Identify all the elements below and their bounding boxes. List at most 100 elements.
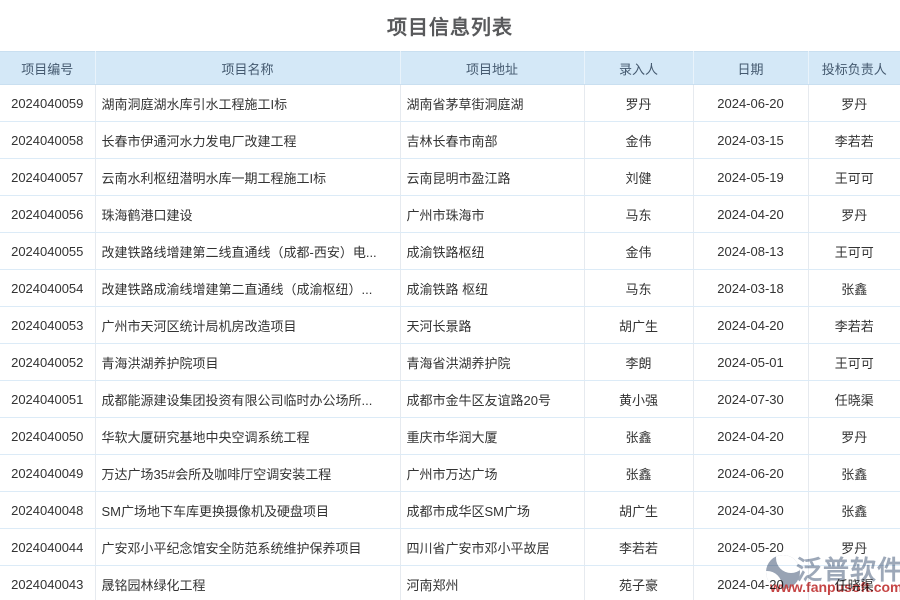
project-name-cell[interactable]: 晟铭园林绿化工程 (95, 565, 401, 600)
project-address-cell: 天河长景路 (400, 306, 585, 344)
date-cell: 2024-05-01 (693, 343, 809, 381)
project-id-cell: 2024040043 (0, 565, 96, 600)
date-cell: 2024-04-20 (693, 306, 809, 344)
bid-leader-link[interactable]: 李若若 (808, 306, 900, 344)
recorder-link[interactable]: 罗丹 (584, 84, 694, 122)
project-id-cell: 2024040056 (0, 195, 96, 233)
page-title: 项目信息列表 (387, 17, 513, 39)
project-id-cell: 2024040049 (0, 454, 96, 492)
date-cell: 2024-05-19 (693, 158, 809, 196)
project-address-cell: 四川省广安市邓小平故居 (400, 528, 585, 566)
project-address-cell: 成渝铁路枢纽 (400, 232, 585, 270)
project-address-cell: 广州市珠海市 (400, 195, 585, 233)
bid-leader-link[interactable]: 任晓渠 (808, 565, 900, 600)
project-name-cell[interactable]: 万达广场35#会所及咖啡厅空调安装工程 (95, 454, 401, 492)
project-id-cell: 2024040055 (0, 232, 96, 270)
recorder-link[interactable]: 张鑫 (584, 454, 694, 492)
date-cell: 2024-05-20 (693, 528, 809, 566)
recorder-link[interactable]: 马东 (584, 269, 694, 307)
project-address-cell: 河南郑州 (400, 565, 585, 600)
table-row[interactable]: 2024040054 改建铁路成渝线增建第二直通线（成渝枢纽）... 成渝铁路 … (0, 269, 900, 307)
project-id-cell: 2024040053 (0, 306, 96, 344)
project-name-cell[interactable]: 云南水利枢纽潜明水库一期工程施工I标 (95, 158, 401, 196)
recorder-link[interactable]: 刘健 (584, 158, 694, 196)
project-address-cell: 重庆市华润大厦 (400, 417, 585, 455)
table-row[interactable]: 2024040044 广安邓小平纪念馆安全防范系统维护保养项目 四川省广安市邓小… (0, 528, 900, 566)
table-row[interactable]: 2024040055 改建铁路线增建第二线直通线（成都-西安）电... 成渝铁路… (0, 232, 900, 270)
table-header-row: 项目编号 项目名称 项目地址 录入人 日期 投标负责人 (0, 51, 900, 85)
project-address-cell: 广州市万达广场 (400, 454, 585, 492)
table-row[interactable]: 2024040059 湖南洞庭湖水库引水工程施工I标 湖南省茅草街洞庭湖 罗丹 … (0, 84, 900, 122)
project-name-cell[interactable]: 青海洪湖养护院项目 (95, 343, 401, 381)
project-address-cell: 云南昆明市盈江路 (400, 158, 585, 196)
date-cell: 2024-03-15 (693, 121, 809, 159)
column-header-project-address: 项目地址 (400, 51, 585, 85)
project-id-cell: 2024040057 (0, 158, 96, 196)
bid-leader-link[interactable]: 王可可 (808, 158, 900, 196)
table-row[interactable]: 2024040048 SM广场地下车库更换摄像机及硬盘项目 成都市成华区SM广场… (0, 491, 900, 529)
table-row[interactable]: 2024040049 万达广场35#会所及咖啡厅空调安装工程 广州市万达广场 张… (0, 454, 900, 492)
recorder-link[interactable]: 金伟 (584, 232, 694, 270)
project-address-cell: 吉林长春市南部 (400, 121, 585, 159)
column-header-project-id: 项目编号 (0, 51, 96, 85)
bid-leader-link[interactable]: 罗丹 (808, 195, 900, 233)
recorder-link[interactable]: 金伟 (584, 121, 694, 159)
project-name-cell[interactable]: 改建铁路线增建第二线直通线（成都-西安）电... (95, 232, 401, 270)
table-row[interactable]: 2024040056 珠海鹤港口建设 广州市珠海市 马东 2024-04-20 … (0, 195, 900, 233)
project-id-cell: 2024040051 (0, 380, 96, 418)
bid-leader-link[interactable]: 罗丹 (808, 84, 900, 122)
table-row[interactable]: 2024040043 晟铭园林绿化工程 河南郑州 苑子豪 2024-04-20 … (0, 565, 900, 600)
project-name-cell[interactable]: 华软大厦研究基地中央空调系统工程 (95, 417, 401, 455)
date-cell: 2024-08-13 (693, 232, 809, 270)
date-cell: 2024-04-30 (693, 491, 809, 529)
project-address-cell: 湖南省茅草街洞庭湖 (400, 84, 585, 122)
project-name-cell[interactable]: 湖南洞庭湖水库引水工程施工I标 (95, 84, 401, 122)
project-address-cell: 青海省洪湖养护院 (400, 343, 585, 381)
date-cell: 2024-06-20 (693, 454, 809, 492)
column-header-bid-leader: 投标负责人 (808, 51, 900, 85)
recorder-link[interactable]: 胡广生 (584, 491, 694, 529)
table-row[interactable]: 2024040053 广州市天河区统计局机房改造项目 天河长景路 胡广生 202… (0, 306, 900, 344)
column-header-project-name: 项目名称 (95, 51, 401, 85)
project-id-cell: 2024040050 (0, 417, 96, 455)
recorder-link[interactable]: 苑子豪 (584, 565, 694, 600)
recorder-link[interactable]: 李若若 (584, 528, 694, 566)
date-cell: 2024-03-18 (693, 269, 809, 307)
bid-leader-link[interactable]: 罗丹 (808, 528, 900, 566)
recorder-link[interactable]: 李朗 (584, 343, 694, 381)
project-id-cell: 2024040059 (0, 84, 96, 122)
bid-leader-link[interactable]: 李若若 (808, 121, 900, 159)
project-name-cell[interactable]: SM广场地下车库更换摄像机及硬盘项目 (95, 491, 401, 529)
project-address-cell: 成都市金牛区友谊路20号 (400, 380, 585, 418)
project-id-cell: 2024040054 (0, 269, 96, 307)
bid-leader-link[interactable]: 任晓渠 (808, 380, 900, 418)
project-address-cell: 成都市成华区SM广场 (400, 491, 585, 529)
bid-leader-link[interactable]: 王可可 (808, 343, 900, 381)
project-id-cell: 2024040044 (0, 528, 96, 566)
recorder-link[interactable]: 胡广生 (584, 306, 694, 344)
bid-leader-link[interactable]: 罗丹 (808, 417, 900, 455)
table-row[interactable]: 2024040050 华软大厦研究基地中央空调系统工程 重庆市华润大厦 张鑫 2… (0, 417, 900, 455)
recorder-link[interactable]: 黄小强 (584, 380, 694, 418)
table-row[interactable]: 2024040051 成都能源建设集团投资有限公司临时办公场所... 成都市金牛… (0, 380, 900, 418)
project-name-cell[interactable]: 改建铁路成渝线增建第二直通线（成渝枢纽）... (95, 269, 401, 307)
project-name-cell[interactable]: 广州市天河区统计局机房改造项目 (95, 306, 401, 344)
project-name-cell[interactable]: 珠海鹤港口建设 (95, 195, 401, 233)
project-name-cell[interactable]: 成都能源建设集团投资有限公司临时办公场所... (95, 380, 401, 418)
table-row[interactable]: 2024040057 云南水利枢纽潜明水库一期工程施工I标 云南昆明市盈江路 刘… (0, 158, 900, 196)
bid-leader-link[interactable]: 张鑫 (808, 269, 900, 307)
project-address-cell: 成渝铁路 枢纽 (400, 269, 585, 307)
bid-leader-link[interactable]: 王可可 (808, 232, 900, 270)
project-id-cell: 2024040058 (0, 121, 96, 159)
recorder-link[interactable]: 马东 (584, 195, 694, 233)
date-cell: 2024-04-20 (693, 417, 809, 455)
project-id-cell: 2024040048 (0, 491, 96, 529)
bid-leader-link[interactable]: 张鑫 (808, 454, 900, 492)
table-row[interactable]: 2024040058 长春市伊通河水力发电厂改建工程 吉林长春市南部 金伟 20… (0, 121, 900, 159)
project-name-cell[interactable]: 长春市伊通河水力发电厂改建工程 (95, 121, 401, 159)
project-name-cell[interactable]: 广安邓小平纪念馆安全防范系统维护保养项目 (95, 528, 401, 566)
recorder-link[interactable]: 张鑫 (584, 417, 694, 455)
bid-leader-link[interactable]: 张鑫 (808, 491, 900, 529)
table-row[interactable]: 2024040052 青海洪湖养护院项目 青海省洪湖养护院 李朗 2024-05… (0, 343, 900, 381)
